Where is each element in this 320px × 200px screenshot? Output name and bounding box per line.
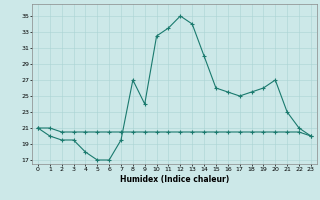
X-axis label: Humidex (Indice chaleur): Humidex (Indice chaleur): [120, 175, 229, 184]
